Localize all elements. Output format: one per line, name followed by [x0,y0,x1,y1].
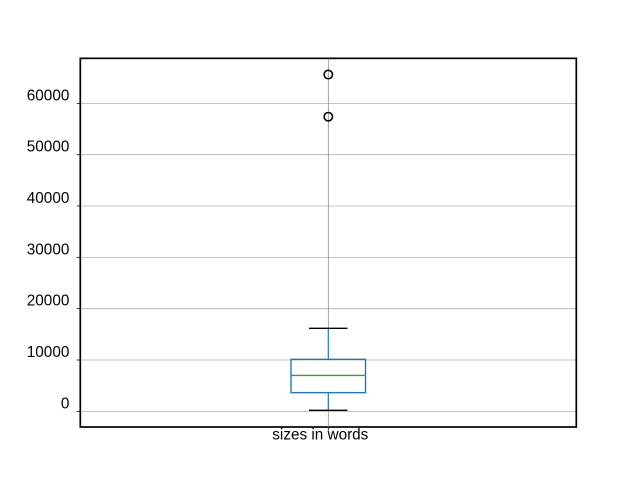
svg-text:40000: 40000 [27,190,70,207]
svg-text:20000: 20000 [27,293,70,310]
svg-text:10000: 10000 [27,344,70,361]
svg-text:30000: 30000 [27,241,70,258]
svg-text:60000: 60000 [27,87,70,104]
svg-text:50000: 50000 [27,139,70,156]
svg-text:0: 0 [61,395,70,412]
svg-text:sizes in words: sizes in words [272,426,368,443]
